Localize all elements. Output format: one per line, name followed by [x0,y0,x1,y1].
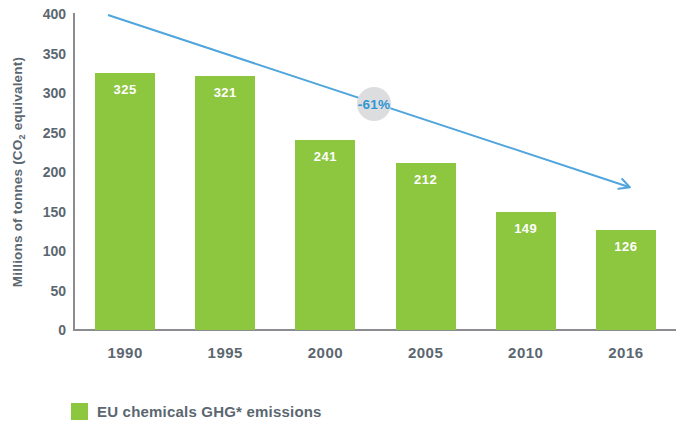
bar-value-label: 212 [396,172,456,187]
y-axis-title: Millions of tonnes (CO2 equivalent) [10,57,25,287]
bar-1995: 321 [195,76,255,330]
annotation-text: -61% [358,97,391,112]
legend-swatch [71,403,88,420]
legend-label: EU chemicals GHG* emissions [97,403,322,420]
bar-2010: 149 [496,212,556,330]
y-tick-label: 50 [24,282,66,300]
bar-value-label: 241 [295,149,355,164]
y-axis-title-suffix: equivalent) [10,57,25,134]
x-axis-line [73,329,676,331]
y-axis-line [73,13,75,331]
y-tick-label: 300 [24,84,66,102]
y-axis-title-prefix: Millions of tonnes (CO [10,140,25,288]
y-tick-label: 400 [24,5,66,23]
x-tick-label: 1995 [175,344,275,361]
y-tick-label: 200 [24,163,66,181]
emissions-bar-chart: Millions of tonnes (CO2 equivalent) 0 50 1… [0,0,700,432]
legend: EU chemicals GHG* emissions [71,402,322,420]
x-tick-label: 2000 [275,344,375,361]
bar-1990: 325 [95,73,155,330]
x-tick-label: 2016 [576,344,676,361]
y-tick-label: 0 [24,321,66,339]
bar-2000: 241 [295,140,355,330]
y-tick-label: 150 [24,203,66,221]
bar-value-label: 321 [195,85,255,100]
x-tick-label: 1990 [75,344,175,361]
annotation-circle [357,87,391,121]
bar-value-label: 126 [596,239,656,254]
bar-value-label: 149 [496,221,556,236]
bar-value-label: 325 [95,82,155,97]
bar-2016: 126 [596,230,656,330]
trend-line [108,15,629,187]
bar-2005: 212 [396,163,456,330]
y-tick-label: 100 [24,242,66,260]
x-tick-label: 2010 [476,344,576,361]
y-tick-label: 350 [24,45,66,63]
y-tick-label: 250 [24,124,66,142]
x-tick-label: 2005 [376,344,476,361]
